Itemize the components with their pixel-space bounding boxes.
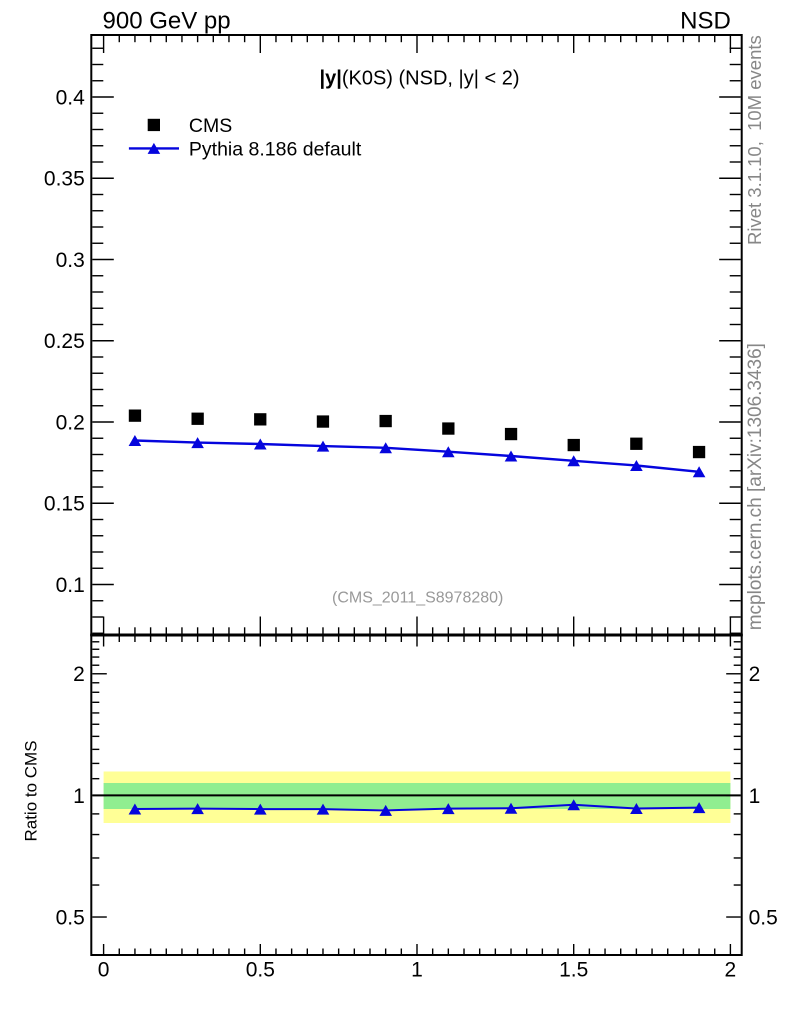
svg-text:1: 1 (749, 785, 761, 808)
svg-text:0.15: 0.15 (44, 493, 85, 516)
svg-text:2: 2 (73, 663, 85, 686)
svg-text:0.25: 0.25 (44, 330, 85, 353)
svg-text:(CMS_2011_S8978280): (CMS_2011_S8978280) (332, 590, 503, 607)
svg-text:0.5: 0.5 (749, 906, 778, 929)
svg-text:0.3: 0.3 (56, 249, 85, 272)
svg-text:1: 1 (73, 785, 85, 808)
svg-text:0.35: 0.35 (44, 168, 85, 191)
svg-text:1: 1 (411, 959, 423, 982)
svg-text:0.1: 0.1 (56, 574, 85, 597)
svg-text:Rivet 3.1.10, 10M events: Rivet 3.1.10, 10M events (744, 35, 765, 245)
svg-text:900 GeV pp: 900 GeV pp (103, 7, 231, 34)
svg-text:NSD: NSD (680, 7, 731, 34)
svg-text:0.4: 0.4 (56, 86, 86, 109)
svg-text:1.5: 1.5 (559, 959, 588, 982)
svg-text:Pythia 8.186 default: Pythia 8.186 default (189, 138, 362, 160)
svg-text:CMS: CMS (189, 115, 232, 137)
svg-text:|y|(K0S) (NSD, |y| < 2): |y|(K0S) (NSD, |y| < 2) (320, 68, 520, 90)
svg-text:mcplots.cern.ch [arXiv:1306.34: mcplots.cern.ch [arXiv:1306.3436] (745, 343, 766, 630)
svg-text:0.5: 0.5 (246, 959, 275, 982)
svg-text:2: 2 (749, 663, 761, 686)
svg-text:2: 2 (725, 959, 737, 982)
svg-text:0.5: 0.5 (56, 906, 85, 929)
svg-text:0: 0 (98, 959, 110, 982)
svg-text:0.2: 0.2 (56, 411, 85, 434)
svg-text:Ratio to CMS: Ratio to CMS (21, 740, 40, 841)
